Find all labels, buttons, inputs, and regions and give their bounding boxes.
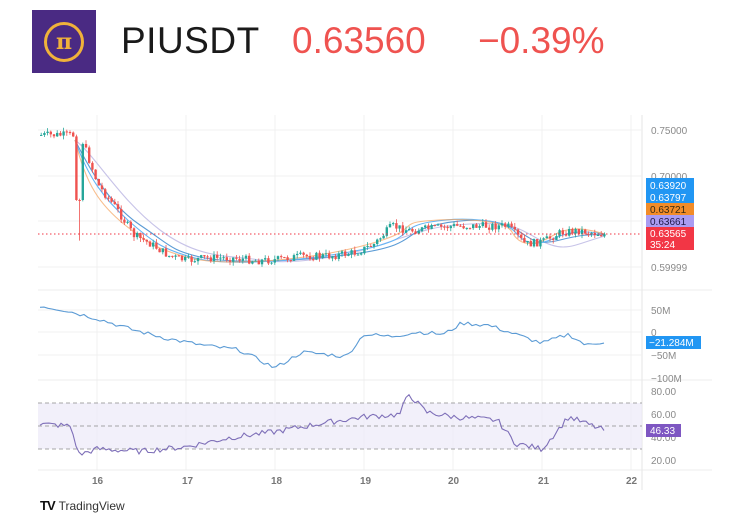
- brand-name: TradingView: [58, 498, 125, 513]
- price-tick: 0.59999: [651, 263, 688, 274]
- pi-network-logo: π: [32, 10, 96, 73]
- ma1-value-badge: 0.63920: [650, 181, 687, 192]
- rsi-tick: 40.00: [651, 433, 676, 444]
- price-badges: 0.63920 0.63797 0.63721 0.63661 0.63565 …: [646, 178, 694, 251]
- time-tick: 17: [182, 476, 194, 487]
- rsi-axis[interactable]: 80.00 60.00 40.00 20.00: [651, 387, 676, 467]
- obv-tick: −100M: [651, 374, 682, 385]
- obv-line: [39, 306, 605, 368]
- price-tick: 0.70000: [651, 172, 688, 183]
- time-tick: 20: [448, 476, 460, 487]
- ma4-value-badge: 0.63661: [650, 217, 687, 228]
- last-price-badge: 0.63565: [650, 229, 687, 240]
- obv-tick: 0: [651, 328, 657, 339]
- obv-value-badge: −21.284M: [649, 338, 694, 349]
- rsi-tick: 20.00: [651, 456, 676, 467]
- time-tick: 21: [538, 476, 550, 487]
- obv-axis[interactable]: 50M 0 −50M −100M: [651, 306, 682, 385]
- rsi-line: [39, 393, 605, 456]
- price-change-percent: −0.39%: [478, 20, 605, 61]
- symbol-name: PIUSDT: [121, 20, 260, 61]
- rsi-tick: 60.00: [651, 410, 676, 421]
- bar-countdown: 35:24: [650, 240, 675, 251]
- price-candles: [40, 127, 606, 267]
- time-tick: 18: [271, 476, 283, 487]
- rsi-tick: 80.00: [651, 387, 676, 398]
- price-tick: 0.75000: [651, 126, 688, 137]
- time-tick: 16: [92, 476, 104, 487]
- time-tick: 22: [626, 476, 638, 487]
- obv-tick: 50M: [651, 306, 670, 317]
- obv-tick: −50M: [651, 351, 676, 362]
- tradingview-attribution[interactable]: TV TradingView: [40, 498, 125, 513]
- time-tick: 19: [360, 476, 372, 487]
- ticker-header: π PIUSDT 0.63560 −0.39%: [0, 0, 755, 90]
- time-axis[interactable]: 16 17 18 19 20 21 22: [92, 476, 638, 487]
- rsi-value-badge: 46.33: [650, 426, 675, 437]
- price-axis[interactable]: 0.75000 0.70000 0.59999: [651, 126, 688, 274]
- last-price: 0.63560: [292, 20, 426, 61]
- ma2-value-badge: 0.63797: [650, 193, 687, 204]
- tradingview-logo-icon: TV: [40, 498, 56, 513]
- ma3-value-badge: 0.63721: [650, 205, 687, 216]
- pi-symbol-icon: π: [44, 21, 84, 62]
- moving-average-lines: [74, 139, 606, 263]
